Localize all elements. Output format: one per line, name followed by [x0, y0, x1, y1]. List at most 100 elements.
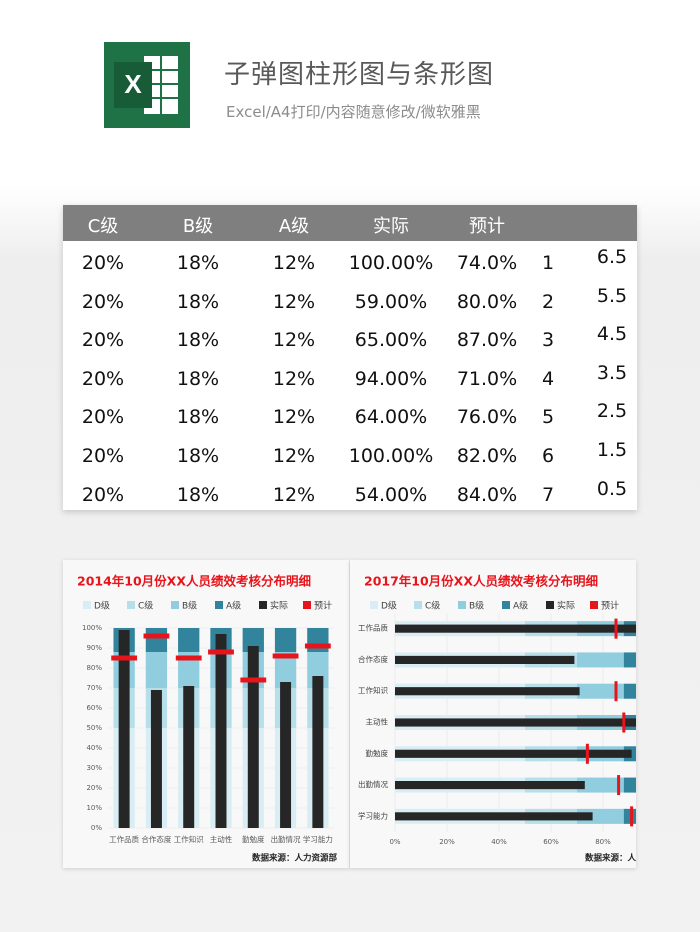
table-cell: 65.00% [354, 329, 428, 352]
table-cell: 12% [272, 406, 316, 429]
x-tick-label: 40% [491, 838, 507, 846]
table-cell: 87.0% [456, 329, 518, 352]
legend-label: 实际 [270, 600, 288, 612]
y-tick-label: 主动性 [366, 717, 389, 727]
x-tick-label: 勤勉度 [242, 834, 265, 844]
x-tick-label: 60% [543, 838, 559, 846]
chart-title: 2017年10月份XX人员绩效考核分布明细 [364, 574, 598, 589]
y-tick-label: 70% [86, 684, 102, 692]
column-header: 实际 [373, 216, 409, 237]
table-cell: 18% [176, 445, 220, 467]
forecast-marker [175, 655, 202, 661]
x-tick-label: 出勤情况 [271, 834, 301, 844]
forecast-marker [111, 655, 138, 661]
band-segment [623, 808, 636, 824]
x-tick-label: 20% [439, 838, 455, 846]
legend-label: C级 [138, 600, 153, 612]
table-cell: 82.0% [456, 445, 518, 467]
forecast-marker [614, 681, 618, 702]
legend-swatch [502, 601, 510, 609]
table-cell: 20% [81, 367, 125, 390]
forecast-marker [622, 712, 626, 733]
column-header: 预计 [469, 216, 505, 237]
table-cell: 12% [272, 290, 316, 313]
band-segment [577, 777, 624, 793]
actual-bar [395, 781, 585, 790]
table-cell: 4 [541, 367, 555, 390]
forecast-marker [304, 643, 331, 649]
chart-card: 2017年10月份XX人员绩效考核分布明细 D级 C级 B级 A级 实际 预计 0% 20% 40… [350, 560, 636, 868]
x-tick-label: 80% [595, 838, 611, 846]
table-cell: 84.0% [456, 483, 518, 506]
table-cell: 18% [176, 329, 220, 352]
table-cell: 7 [541, 483, 555, 506]
table-cell: 20% [81, 290, 125, 313]
table-cell: 5.5 [596, 284, 628, 307]
table-cell: 59.00% [354, 290, 428, 313]
y-tick-label: 20% [86, 784, 102, 792]
table-cell: 18% [176, 406, 220, 429]
band-segment [145, 628, 168, 652]
y-tick-label: 50% [86, 724, 102, 732]
forecast-marker [585, 743, 589, 764]
x-tick-label: 合作态度 [141, 834, 171, 844]
band-segment [145, 652, 168, 688]
legend-swatch [370, 601, 378, 609]
table-cell: 71.0% [456, 367, 518, 390]
legend-label: B级 [182, 600, 197, 612]
table-cell: 18% [176, 483, 220, 506]
table: C级 B级 A级 实际 预计 20% 18% 12% 100.00% 74.0% 1 6.5 20% 1… [63, 205, 637, 510]
actual-bar [280, 682, 292, 828]
band-segment [623, 777, 636, 793]
chart-title: 2014年10月份XX人员绩效考核分布明细 [77, 574, 311, 589]
column-header: C级 [87, 216, 119, 237]
chart: 2017年10月份XX人员绩效考核分布明细 D级 C级 B级 A级 实际 预计 0% 20% 40… [358, 574, 636, 864]
source-note: 数据来源：人力资源部 [252, 853, 338, 864]
chart-card: 2014年10月份XX人员绩效考核分布明细 D级 C级 B级 A级 实际 预计 0% 10% 20… [63, 560, 349, 868]
band-segment [577, 683, 624, 699]
band-segment [178, 652, 200, 688]
legend-swatch [303, 601, 311, 609]
forecast-marker [272, 653, 299, 659]
table-header: C级 B级 A级 实际 预计 [63, 205, 637, 241]
legend-label: 实际 [557, 600, 575, 612]
actual-bar [395, 749, 632, 758]
band-segment [623, 652, 636, 668]
x-tick-label: 工作品质 [109, 834, 139, 844]
table-cell: 20% [81, 445, 125, 467]
legend-label: D级 [94, 600, 110, 612]
table-cell: 100.00% [348, 252, 434, 274]
table-cell: 18% [176, 367, 220, 390]
legend-label: 预计 [314, 600, 332, 612]
actual-bar [395, 655, 575, 664]
actual-bar [395, 718, 636, 727]
table-cell: 94.00% [354, 367, 428, 390]
legend-swatch [127, 601, 135, 609]
legend-label: 预计 [601, 600, 619, 612]
legend-swatch [259, 601, 267, 609]
forecast-marker [143, 633, 170, 639]
table-cell: 2 [541, 290, 555, 313]
forecast-marker [630, 806, 634, 827]
subtitle: Excel/A4打印/内容随意修改/微软雅黑 [226, 103, 481, 121]
table-cell: 6 [541, 445, 555, 467]
table-cell: 12% [272, 445, 316, 467]
legend-swatch [83, 601, 91, 609]
y-tick-label: 学习能力 [358, 810, 388, 820]
icon-letter: X [124, 69, 142, 99]
band-segment [274, 628, 297, 652]
table-cell: 6.5 [596, 246, 628, 268]
table-cell: 20% [81, 252, 125, 274]
legend-swatch [215, 601, 223, 609]
y-tick-label: 80% [86, 664, 102, 672]
band-segment [178, 628, 200, 652]
y-tick-label: 出勤情况 [358, 779, 388, 789]
table-cell: 20% [81, 406, 125, 429]
table-cell: 64.00% [354, 406, 428, 429]
legend-label: C级 [425, 600, 440, 612]
table-cell: 18% [176, 252, 220, 274]
x-tick-label: 学习能力 [303, 834, 333, 844]
table-cell: 12% [272, 483, 316, 506]
y-tick-label: 工作知识 [358, 685, 388, 695]
